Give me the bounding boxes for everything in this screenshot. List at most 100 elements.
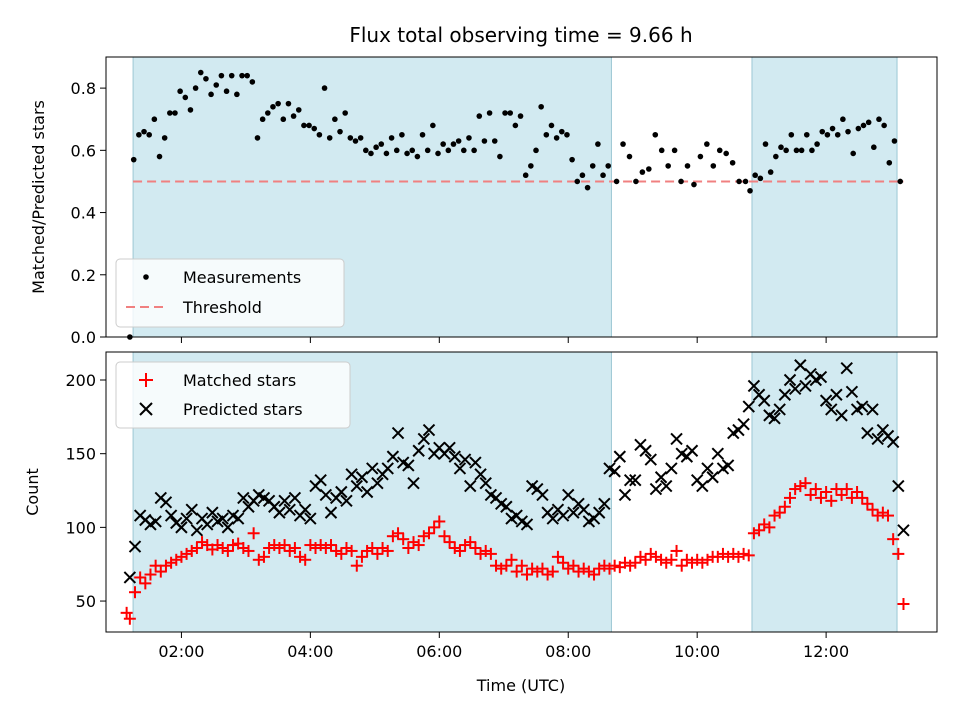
predicted-star-point: [685, 444, 699, 457]
predicted-star-point: [618, 488, 632, 502]
legend-measurements-marker: [143, 274, 149, 280]
measurement-point: [316, 131, 323, 138]
predicted-star-point: [123, 571, 137, 584]
measurement-point: [130, 156, 137, 163]
measurement-point: [723, 150, 729, 157]
matched-star-point: [737, 547, 750, 560]
matched-star-point: [536, 562, 549, 575]
matched-star-point: [835, 488, 848, 501]
legend-matched-label: Matched stars: [183, 371, 296, 390]
measurement-point: [522, 172, 529, 179]
predicted-star-point: [371, 476, 384, 490]
matched-star-point: [515, 559, 528, 572]
measurement-point: [383, 150, 390, 157]
measurement-point: [626, 153, 633, 160]
matched-star-point: [319, 542, 332, 554]
measurement-point: [228, 72, 235, 79]
measurement-point: [280, 116, 287, 123]
measurement-point: [239, 72, 245, 79]
matched-star-point: [608, 559, 621, 572]
measurement-point: [548, 122, 555, 129]
chart-title: Flux total observing time = 9.66 h: [349, 23, 692, 47]
matched-star-point: [546, 565, 559, 578]
bottom-legend-box: [115, 361, 351, 429]
matched-star-point: [330, 544, 343, 557]
predicted-star-point: [711, 447, 725, 460]
y-tick-label: 150: [65, 445, 96, 464]
predicted-star-point: [701, 462, 714, 475]
predicted-star-point: [562, 488, 575, 502]
predicted-star-point: [861, 426, 874, 440]
predicted-star-point: [175, 521, 188, 534]
measurement-point: [497, 153, 503, 160]
predicted-star-point: [788, 382, 802, 396]
predicted-star-point: [464, 479, 477, 493]
matched-star-point: [221, 544, 234, 557]
predicted-star-point: [623, 474, 637, 487]
measurement-point: [404, 150, 410, 157]
y-tick-label: 200: [65, 371, 96, 390]
matched-star-point: [180, 547, 193, 560]
predicted-star-point: [773, 403, 786, 416]
matched-star-point: [324, 539, 337, 552]
predicted-star-point: [871, 432, 884, 446]
measurement-point: [347, 135, 354, 141]
measurement-point: [301, 122, 307, 129]
matched-star-point: [340, 542, 353, 554]
predicted-star-point: [448, 450, 461, 463]
predicted-star-point: [469, 456, 482, 469]
measurement-point: [684, 163, 691, 169]
matched-star-point: [505, 553, 518, 566]
legend-measurements-label: Measurements: [183, 268, 301, 287]
measurement-point: [352, 138, 359, 144]
matched-star-point: [541, 568, 554, 581]
matched-star-point: [154, 565, 167, 578]
measurement-point: [736, 178, 742, 185]
matched-star-point: [691, 553, 704, 566]
predicted-star-point: [273, 506, 286, 519]
predicted-star-point: [577, 503, 590, 516]
measurement-point: [399, 131, 405, 138]
measurement-point: [845, 128, 851, 135]
measurement-point: [337, 128, 343, 135]
matched-star-point: [139, 577, 152, 590]
matched-star-point: [851, 486, 864, 498]
bottom-panel: 50 100 150 200 02:00 04:00 06:00 08:00 10:00 12:…: [23, 351, 938, 695]
matched-star-point: [789, 483, 802, 496]
measurement-point: [419, 131, 426, 138]
predicted-star-point: [897, 524, 910, 537]
measurement-points: [127, 69, 904, 340]
predicted-star-point: [721, 459, 735, 472]
predicted-star-point: [546, 512, 559, 525]
predicted-star-point: [819, 394, 833, 407]
matched-star-point: [526, 562, 539, 575]
predicted-star-point: [412, 444, 425, 457]
matched-star-point: [402, 542, 415, 554]
measurement-point: [244, 72, 250, 79]
measurement-point: [213, 82, 220, 88]
matched-star-point: [778, 500, 791, 513]
measurement-point: [633, 178, 639, 185]
predicted-star-point: [520, 518, 534, 531]
matched-star-point: [649, 550, 662, 563]
measurement-point: [803, 131, 810, 138]
measurement-point: [819, 128, 826, 135]
measurement-point: [342, 110, 348, 116]
measurement-point: [357, 135, 364, 141]
predicted-star-point: [856, 400, 869, 413]
x-tick-label: 10:00: [674, 642, 720, 661]
measurement-point: [311, 125, 318, 132]
measurement-point: [824, 131, 831, 138]
matched-star-point: [856, 491, 869, 504]
measurement-point: [332, 116, 338, 123]
measurement-point: [639, 169, 646, 175]
measurement-point: [151, 116, 158, 123]
legend-matched-marker: [139, 373, 153, 387]
measurement-point: [788, 131, 795, 138]
measurement-point: [466, 135, 472, 141]
measurement-point: [156, 153, 163, 160]
matched-star-point: [588, 568, 601, 581]
matched-star-point: [309, 542, 322, 554]
measurement-point: [363, 147, 369, 154]
matched-star-point: [763, 521, 776, 534]
